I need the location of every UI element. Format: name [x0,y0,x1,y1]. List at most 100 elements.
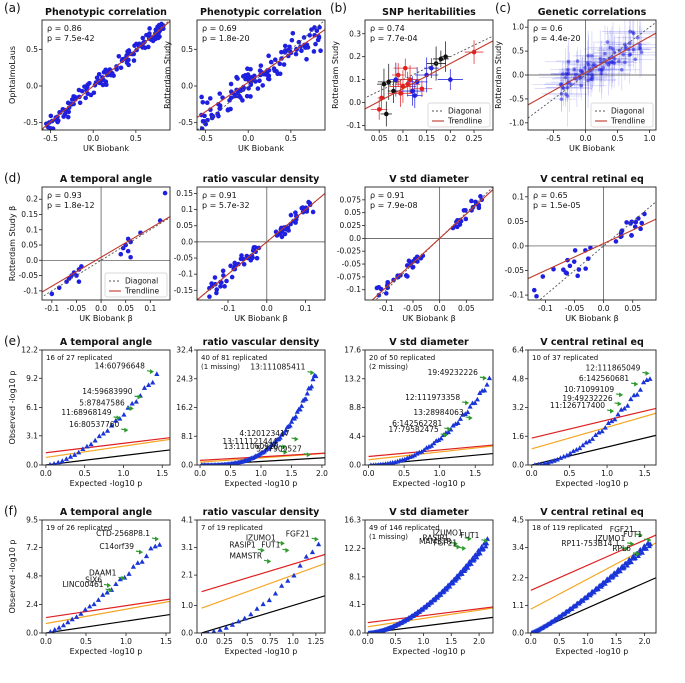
data-point [299,48,304,54]
data-point [209,115,215,121]
legend-diagonal-label: Diagonal [448,107,481,116]
data-point [116,54,122,59]
data-point [222,284,227,289]
x-tick-label: -0.1 [379,304,394,313]
data-point [316,34,322,39]
x-tick-label: 0.15 [418,134,435,143]
chart-title: V central retinal eq [540,337,644,348]
y-axis-label: Rotterdam Study [163,41,172,109]
qq-point [91,601,97,607]
panel-f4: V central retinal eq 0.0 0.5 1.0 1.5 2.0 0.0 1.… [512,507,657,656]
data-point [212,275,218,280]
plot-area [42,187,170,300]
qq-point [474,554,480,560]
qq-point [298,403,305,408]
x-tick-label: 0.5 [241,637,253,646]
qq-point [67,454,74,459]
data-point [87,80,92,86]
qq-point [308,383,315,389]
x-tick-label: 0.25 [466,134,483,143]
chart-title: V central retinal eq [540,507,644,518]
trend-line [42,216,170,293]
qq-point [596,429,602,435]
qq-point [621,405,628,411]
data-point [96,71,102,77]
x-tick-label: 2.0 [316,469,328,478]
data-point [104,82,109,88]
x-tick-label: 1.0 [117,469,129,478]
stat-text: p = 7.9e-08 [370,201,418,210]
x-tick-label: 2.0 [639,637,651,646]
label-arrow-head [447,426,452,432]
replication-note: (1 missing) [369,533,408,541]
legend-diagonal-label: Diagonal [611,107,644,116]
data-point [561,267,566,273]
qq-point [223,625,229,630]
x-tick-label: 2.0 [473,637,485,646]
qq-reference-line-orange [45,438,170,459]
data-point [463,216,469,222]
x-tick-label: 0.0 [40,469,52,478]
label-arrow-head [630,541,635,547]
replication-note: 10 of 37 replicated [532,354,598,362]
y-tick-label: 0.0 [349,629,361,638]
data-point [228,95,234,101]
trend-line [365,40,493,110]
qq-point [441,588,447,594]
axes-frame [364,519,494,634]
data-point [279,49,284,55]
data-point [239,253,244,258]
data-point [304,56,309,62]
data-point [635,35,640,40]
panel-e2: ratio vascular density 0.0 0.5 1.0 1.5 2.0 0.0… [176,337,328,488]
y-tick-label: 9.2 [26,374,38,383]
data-point [469,198,474,204]
x-axis-label: UK Biobank [238,144,284,153]
x-axis-label: UK Biobank [83,144,129,153]
point-label: DAAM1 [89,568,117,577]
data-point [290,30,296,36]
chart-title: A temporal angle [60,337,152,348]
data-point [258,63,264,68]
stat-text: p = 1.8e-20 [202,34,250,43]
data-point [429,65,434,71]
qq-point [76,449,82,455]
data-point [84,84,90,90]
x-axis-label: Expected -log10 p [393,479,466,488]
y-tick-label: 0.2 [26,195,38,204]
data-point [638,226,643,232]
panel-e1: A temporal angle 0.0 0.5 1.0 1.5 0.0 3.1 6.1 9.2… [8,337,171,488]
qq-point [69,616,75,622]
label-arrow-head [314,536,319,542]
data-point [585,61,590,65]
data-point [200,99,206,105]
data-point [448,77,453,82]
point-label: 16:80537760 [69,420,119,429]
data-point [311,49,317,54]
y-tick-label: -0.025 [337,247,361,256]
data-point [214,290,219,296]
data-point [608,45,612,50]
x-axis-label: UK Biobank β [79,314,133,323]
qq-point [217,627,223,632]
panel-d1: A temporal angle-0.1 -0.05 0.0 0.05 0.1-0.1-… [8,174,171,323]
qq-point [60,622,67,628]
qq-point [554,456,560,462]
data-point [586,72,590,77]
data-point [309,27,314,32]
x-tick-label: 0.05 [458,304,475,313]
x-tick-label: 0.5 [563,469,575,478]
qq-point [56,624,62,630]
qq-point [72,452,78,457]
qq-point [143,553,150,559]
data-point [407,77,413,82]
data-point [71,96,77,101]
data-point [205,117,210,123]
qq-point [595,586,601,591]
qq-reference-line-red [368,444,493,458]
plot-area [201,541,325,633]
data-point [77,100,83,106]
x-tick-label: 1.25 [308,637,325,646]
